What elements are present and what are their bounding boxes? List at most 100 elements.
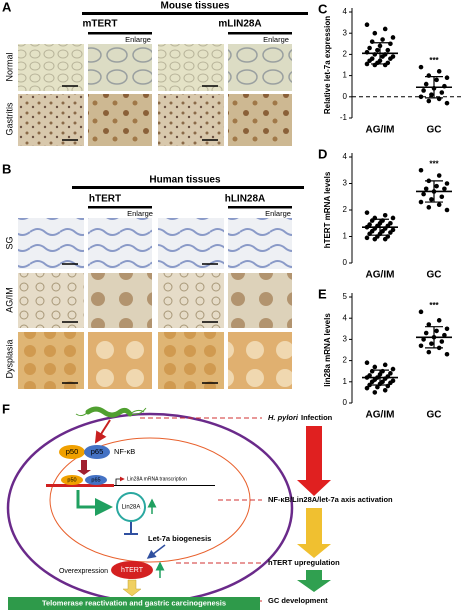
data-point	[434, 77, 439, 83]
data-point	[426, 349, 432, 355]
y-tick-label: 4	[343, 152, 348, 161]
y-tick-label: 3	[343, 335, 348, 344]
x-tick-label: AG/IM	[366, 410, 395, 421]
data-point	[364, 385, 370, 391]
micrograph-grid	[18, 218, 292, 389]
panel-label: A	[2, 0, 12, 14]
column-header: mTERT	[83, 19, 118, 30]
step-label: hTERT upregulation	[268, 558, 340, 567]
panel-label: E	[318, 286, 327, 301]
data-point	[436, 69, 442, 74]
significance: ***	[429, 159, 439, 168]
data-point	[426, 98, 432, 104]
data-point	[390, 35, 396, 40]
significance: ***	[429, 301, 439, 310]
data-point	[421, 337, 426, 342]
data-point	[382, 362, 388, 368]
protein	[111, 561, 153, 579]
header-bar	[228, 32, 292, 35]
data-point	[444, 207, 450, 213]
panel-title: Human tissues	[149, 175, 221, 186]
step-label: NF-κB/Lin28A/let-7a axis activation	[268, 495, 393, 504]
y-axis-label: lin28a mRNA levels	[323, 313, 332, 387]
scale-bar	[62, 85, 218, 141]
data-point	[434, 183, 439, 189]
protein	[85, 475, 107, 485]
y-tick-label: 2	[343, 356, 348, 365]
data-point	[429, 341, 434, 346]
data-point	[390, 366, 396, 372]
bacterium	[85, 406, 133, 418]
data-point	[382, 387, 388, 393]
data-point	[442, 186, 447, 192]
x-tick-label: GC	[427, 125, 442, 136]
data-point	[382, 26, 388, 32]
data-point	[426, 322, 432, 327]
y-tick-label: 4	[343, 313, 348, 322]
data-point	[423, 330, 429, 336]
data-point	[385, 47, 391, 53]
panel-title: Mouse tissues	[161, 1, 230, 12]
micrograph	[158, 44, 224, 91]
y-tick-label: 4	[343, 7, 348, 16]
data-point	[380, 54, 385, 59]
micrograph	[88, 218, 152, 269]
data-point	[390, 215, 396, 221]
scale-bar	[62, 263, 218, 384]
error-bar	[371, 42, 389, 65]
micrograph	[18, 273, 84, 328]
micrograph	[18, 218, 84, 269]
data-point	[375, 47, 380, 53]
dna-promoter	[46, 484, 114, 487]
data-point	[369, 379, 375, 385]
significance: ***	[429, 56, 439, 65]
flow-arrow	[297, 508, 331, 558]
micrograph	[228, 44, 292, 91]
micrograph	[88, 332, 152, 389]
protein-label: p50	[66, 447, 79, 456]
data-point	[364, 210, 370, 215]
protein-label: p65	[91, 477, 100, 483]
arrow	[76, 490, 113, 516]
data-point	[418, 343, 424, 349]
y-tick-label: 1	[343, 377, 348, 386]
data-point	[388, 380, 393, 386]
arrow	[146, 544, 166, 559]
data-point	[388, 230, 393, 235]
y-tick-label: 5	[343, 292, 348, 301]
data-point	[444, 75, 450, 81]
y-tick-label: 1	[343, 71, 348, 80]
micrograph	[18, 332, 84, 389]
data-point	[429, 92, 434, 97]
data-point	[436, 318, 442, 323]
panel-label: B	[2, 161, 11, 176]
error-bar	[425, 326, 443, 349]
data-point	[364, 360, 370, 366]
data-point	[380, 37, 385, 42]
complex-label: NF-κB	[114, 447, 135, 456]
data-point	[372, 364, 378, 370]
data-point	[426, 205, 432, 210]
step-label: H. pylori Infection	[268, 413, 333, 422]
micrograph	[18, 94, 84, 146]
arrow	[77, 470, 91, 475]
flow-arrow	[297, 570, 331, 592]
protein	[84, 445, 110, 459]
protein	[61, 475, 83, 485]
row-label: Gastritis	[4, 102, 14, 136]
enlarge-label: Enlarge	[125, 35, 151, 44]
data-point	[444, 326, 450, 332]
data-point	[439, 194, 445, 200]
y-tick-label: 2	[343, 205, 348, 214]
y-tick-label: 0	[343, 258, 348, 267]
enlarge-label: Enlarge	[127, 209, 153, 218]
data-point	[388, 41, 393, 47]
data-point	[372, 30, 378, 36]
process-label: Let-7a biogenesis	[148, 534, 211, 543]
error-bar	[371, 218, 389, 236]
annotation: Lin28A mRNA transcription	[127, 476, 187, 482]
data-point	[429, 197, 434, 202]
protein	[116, 492, 146, 522]
row-label: AG/IM	[4, 287, 14, 313]
